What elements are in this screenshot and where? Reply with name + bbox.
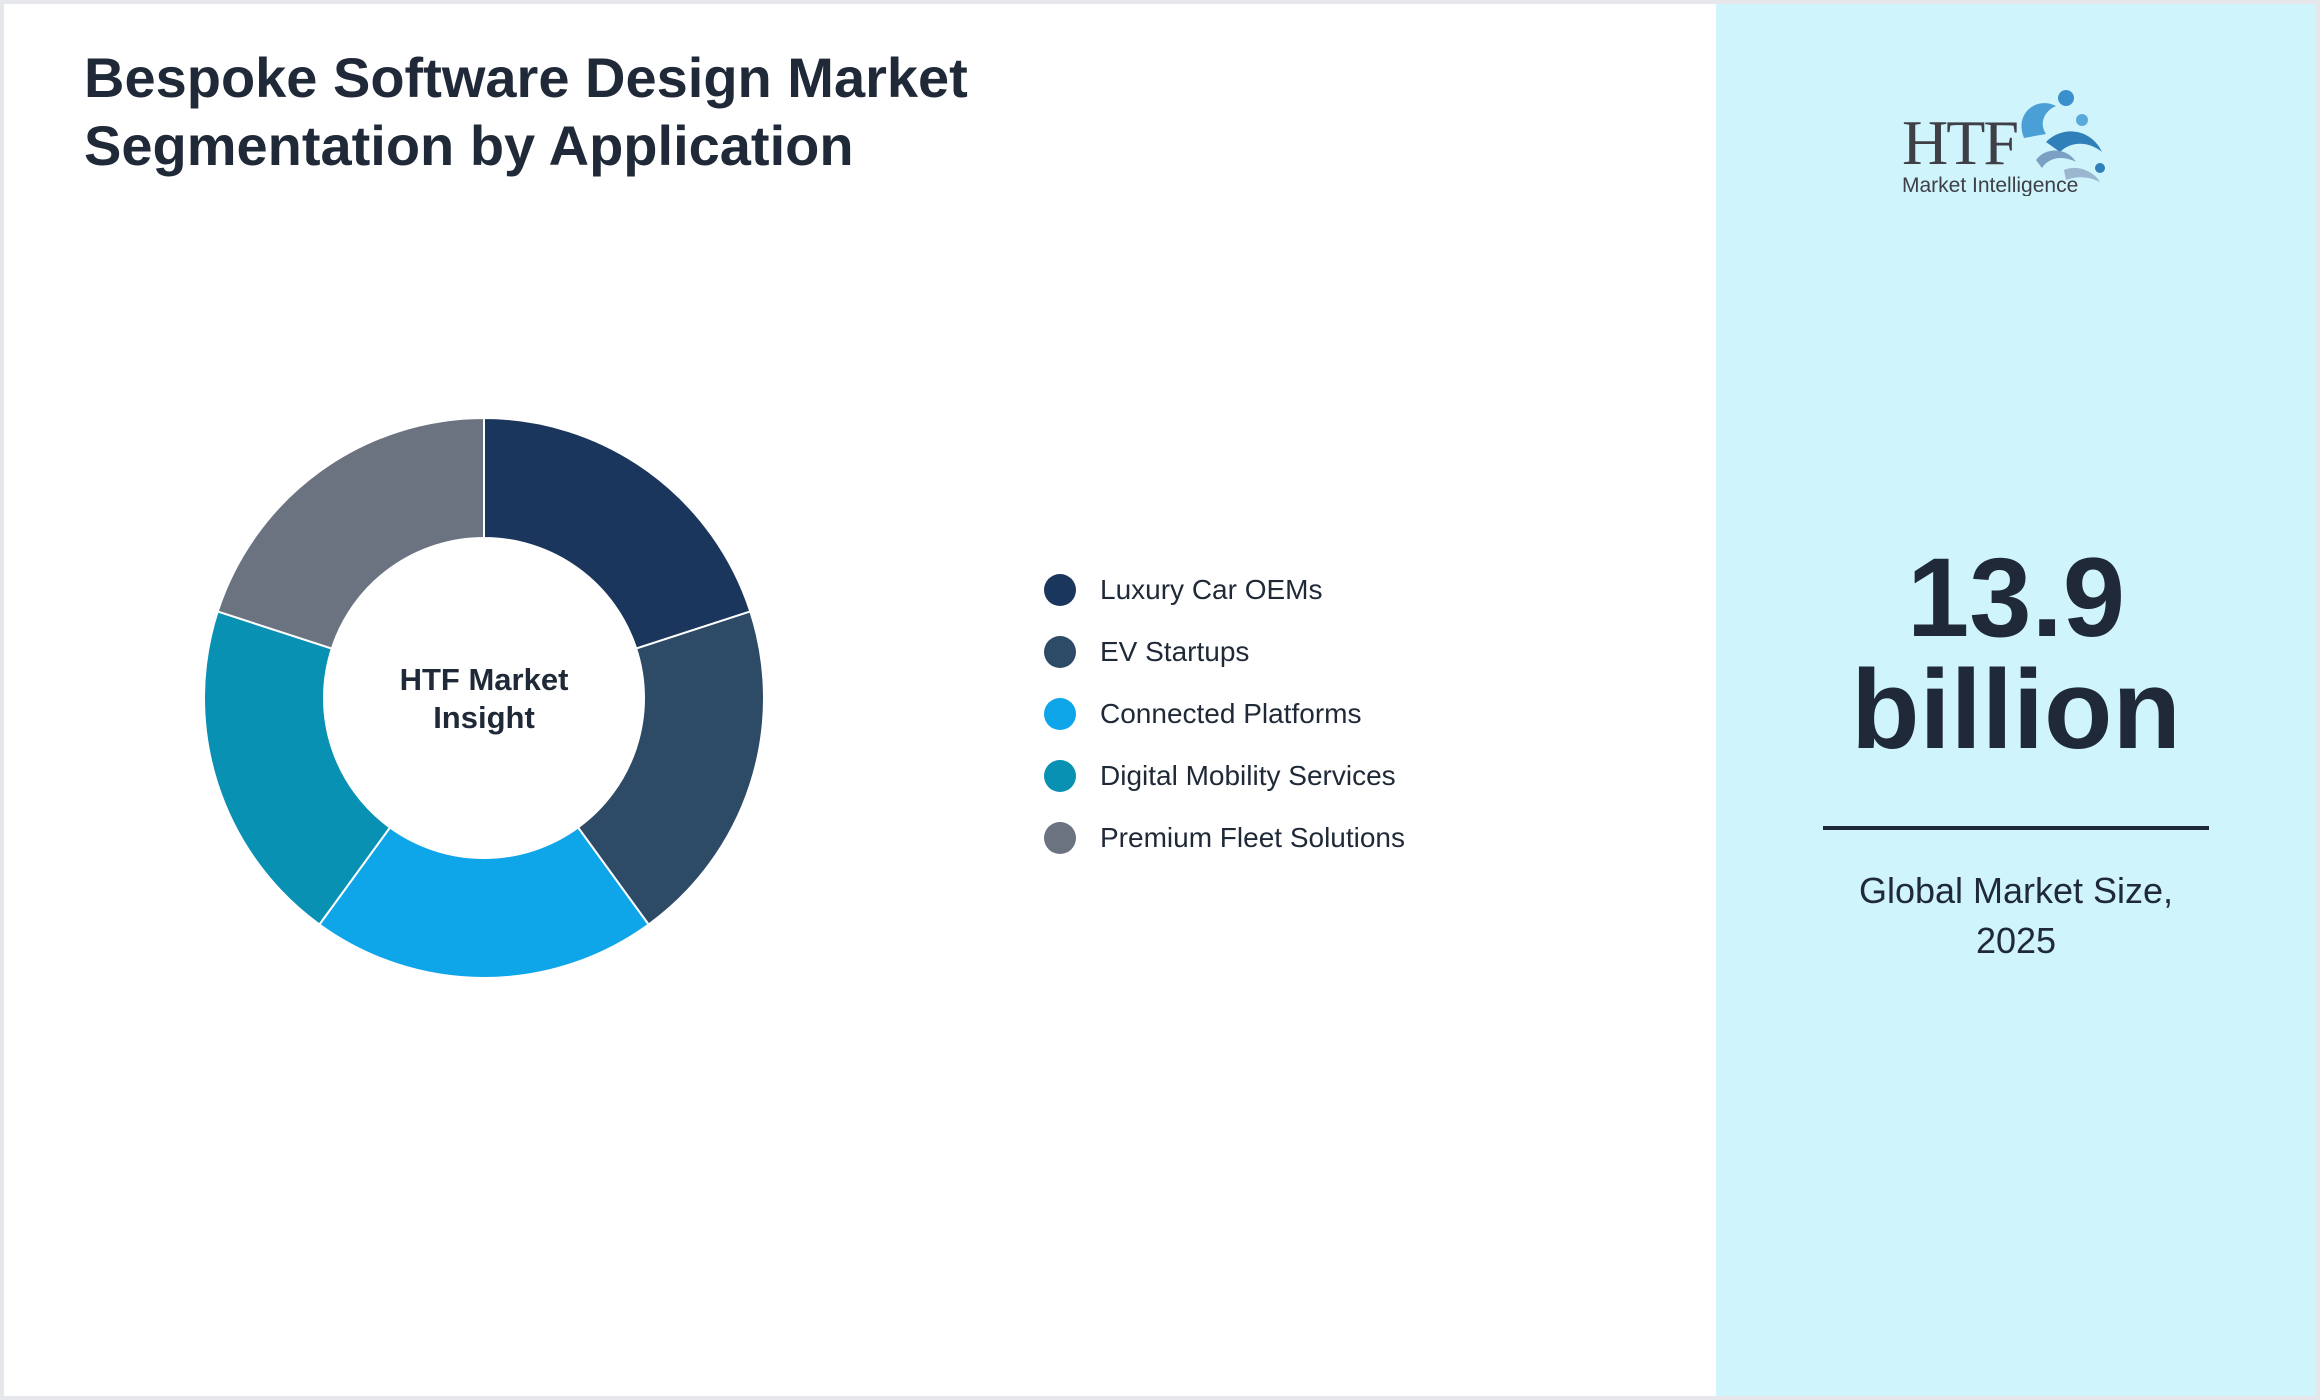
htf-logo-tagline: Market Intelligence [1902,174,2078,196]
legend-item-premium-fleet-solutions: Premium Fleet Solutions [1044,807,1405,869]
donut-chart: HTF Market Insight [203,416,765,980]
htf-logo-icon [2021,90,2105,182]
legend-item-ev-startups: EV Startups [1044,621,1405,683]
donut-slice-premium-fleet-solutions [216,416,485,650]
htf-logo-wordmark: HTF [1902,107,2017,178]
donut-slice-digital-mobility-services [203,610,392,926]
legend-label: EV Startups [1100,636,1250,667]
side-panel: HTF Market Intelligence 13.9 billion Glo… [1716,4,2316,1396]
donut-slice-luxury-car-oems [483,416,752,650]
donut-center-label-line-1: HTF Market [400,662,569,697]
donut-slice-connected-platforms [318,826,650,980]
legend-swatch [1044,760,1076,792]
legend-label: Digital Mobility Services [1100,760,1396,791]
legend-item-luxury-car-oems: Luxury Car OEMs [1044,559,1405,621]
donut-slice-ev-startups [576,610,765,926]
kpi-caption: Global Market Size, 2025 [1716,866,2316,966]
legend-item-connected-platforms: Connected Platforms [1044,683,1405,745]
legend-label: Connected Platforms [1100,698,1362,729]
donut-center-label-line-2: Insight [433,700,535,735]
kpi-caption-line-2: 2025 [1975,920,2057,961]
kpi-value: 13.9 [1907,535,2125,660]
chart-title: Bespoke Software Design Market Segmentat… [84,44,1184,180]
chart-legend: Luxury Car OEMs EV Startups Connected Plat… [1044,559,1405,869]
chart-title-line-2: Segmentation by Application [84,114,854,177]
legend-swatch [1044,636,1076,668]
htf-logo: HTF Market Intelligence [1902,90,2105,196]
legend-swatch [1044,574,1076,606]
donut-slices [203,416,765,980]
chart-title-line-1: Bespoke Software Design Market [84,46,968,109]
legend-label: Luxury Car OEMs [1100,574,1323,605]
legend-swatch [1044,698,1076,730]
kpi-divider [1823,826,2209,830]
kpi-unit: billion [1851,647,2181,772]
kpi-caption-line-1: Global Market Size, [1858,870,2174,911]
main-panel: Bespoke Software Design Market Segmentat… [4,4,1716,1396]
legend-item-digital-mobility-services: Digital Mobility Services [1044,745,1405,807]
legend-swatch [1044,822,1076,854]
legend-label: Premium Fleet Solutions [1100,822,1406,853]
